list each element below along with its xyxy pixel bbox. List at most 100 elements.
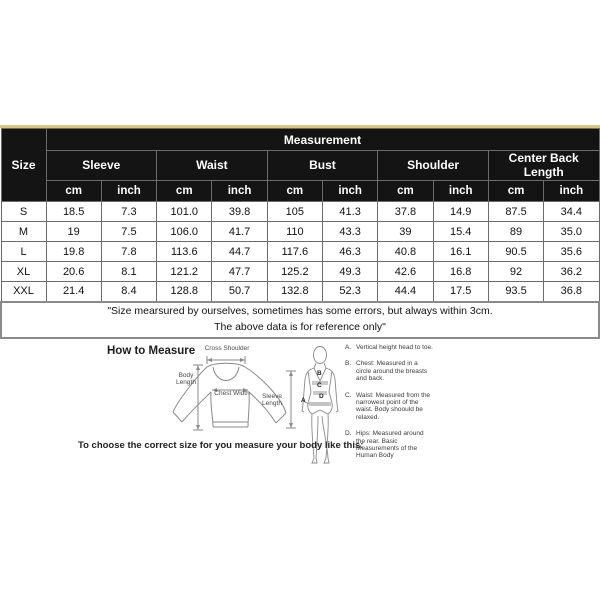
unit-header-inch: inch <box>100 180 158 202</box>
unit-header-inch: inch <box>321 180 379 202</box>
guide-text: Waist: Measured from the narrowest point… <box>356 391 431 421</box>
value-cell: 87.5 <box>487 201 545 222</box>
value-cell: 35.6 <box>543 241 600 262</box>
size-cell: M <box>0 221 47 242</box>
size-table-container: Size Measurement Sleeve Waist Bust Shoul… <box>0 125 600 339</box>
value-cell: 125.2 <box>266 261 323 282</box>
guide-item-c: C. Waist: Measured from the narrowest po… <box>345 392 433 422</box>
guide-item-d: D. Hips: Measured around the rear. Basic… <box>345 430 433 460</box>
value-cell: 7.5 <box>100 221 158 242</box>
group-header-bust: Bust <box>266 150 379 181</box>
measure-guide-list: A. Vertical height head to toe. B. Chest… <box>345 344 433 469</box>
cross-shoulder-label: Cross Shoulder <box>204 345 250 352</box>
value-cell: 19 <box>45 221 102 242</box>
group-header-sleeve: Sleeve <box>45 150 158 181</box>
value-cell: 39 <box>377 221 434 242</box>
value-cell: 44.7 <box>211 241 268 262</box>
value-cell: 8.1 <box>100 261 158 282</box>
value-cell: 89 <box>487 221 545 242</box>
value-cell: 50.7 <box>211 281 268 302</box>
unit-header-cm: cm <box>156 180 213 202</box>
marker-a: A <box>301 397 306 404</box>
value-cell: 19.8 <box>45 241 102 262</box>
value-cell: 20.6 <box>45 261 102 282</box>
value-cell: 93.5 <box>487 281 545 302</box>
how-to-measure-title: How to Measure <box>107 345 196 357</box>
value-cell: 49.3 <box>321 261 379 282</box>
unit-header-cm: cm <box>45 180 102 202</box>
disclaimer-line-2: The above data is for reference only" <box>214 320 386 333</box>
marker-d: D <box>319 393 324 400</box>
size-cell: XL <box>0 261 47 282</box>
value-cell: 43.3 <box>321 221 379 242</box>
value-cell: 17.5 <box>432 281 489 302</box>
guide-letter: B. <box>345 360 352 368</box>
disclaimer-cell: "Size mearsured by ourselves, sometimes … <box>0 300 600 339</box>
value-cell: 36.8 <box>543 281 600 302</box>
table-row-xl: XL 20.6 8.1 121.2 47.7 125.2 49.3 42.6 1… <box>0 261 600 282</box>
guide-text: Vertical height head to toe. <box>356 344 433 351</box>
disclaimer-line-1: "Size mearsured by ourselves, sometimes … <box>107 304 493 317</box>
value-cell: 47.7 <box>211 261 268 282</box>
value-cell: 113.6 <box>156 241 213 262</box>
size-cell: L <box>0 241 47 262</box>
unit-header-cm: cm <box>266 180 323 202</box>
unit-header-cm: cm <box>487 180 545 202</box>
value-cell: 117.6 <box>266 241 323 262</box>
value-cell: 16.8 <box>432 261 489 282</box>
value-cell: 44.4 <box>377 281 434 302</box>
value-cell: 101.0 <box>156 201 213 222</box>
group-header-waist: Waist <box>156 150 268 181</box>
guide-item-a: A. Vertical height head to toe. <box>345 344 433 351</box>
table-row-l: L 19.8 7.8 113.6 44.7 117.6 46.3 40.8 16… <box>0 241 600 262</box>
guide-text: Chest: Measured in a circle around the b… <box>356 360 428 383</box>
value-cell: 110 <box>266 221 323 242</box>
guide-text: Hips: Measured around the rear. Basic Me… <box>356 430 424 460</box>
marker-c: C <box>317 382 322 389</box>
value-cell: 7.3 <box>100 201 158 222</box>
sleeve-length-label: Sleeve Length <box>262 393 282 408</box>
value-cell: 18.5 <box>45 201 102 222</box>
value-cell: 34.4 <box>543 201 600 222</box>
value-cell: 35.0 <box>543 221 600 242</box>
value-cell: 14.9 <box>432 201 489 222</box>
value-cell: 132.8 <box>266 281 323 302</box>
table-row-s: S 18.5 7.3 101.0 39.8 105 41.3 37.8 14.9… <box>0 201 600 222</box>
group-header-shoulder: Shoulder <box>377 150 489 181</box>
value-cell: 42.6 <box>377 261 434 282</box>
garment-diagram <box>172 356 296 431</box>
value-cell: 41.3 <box>321 201 379 222</box>
value-cell: 40.8 <box>377 241 434 262</box>
body-length-label: Body Length <box>176 372 196 387</box>
value-cell: 36.2 <box>543 261 600 282</box>
chest-width-label: Chest Width <box>214 390 250 397</box>
body-figure-diagram <box>301 346 339 464</box>
value-cell: 106.0 <box>156 221 213 242</box>
value-cell: 39.8 <box>211 201 268 222</box>
size-cell: S <box>0 201 47 222</box>
guide-letter: A. <box>345 344 352 351</box>
unit-header-inch: inch <box>543 180 600 202</box>
guide-letter: D. <box>345 430 352 438</box>
unit-header-inch: inch <box>432 180 489 202</box>
value-cell: 37.8 <box>377 201 434 222</box>
value-cell: 52.3 <box>321 281 379 302</box>
value-cell: 16.1 <box>432 241 489 262</box>
value-cell: 105 <box>266 201 323 222</box>
table-row-m: M 19 7.5 106.0 41.7 110 43.3 39 15.4 89 … <box>0 221 600 242</box>
guide-item-b: B. Chest: Measured in a circle around th… <box>345 360 433 382</box>
instruction-text: To choose the correct size for you measu… <box>78 440 364 451</box>
value-cell: 90.5 <box>487 241 545 262</box>
value-cell: 41.7 <box>211 221 268 242</box>
measurement-header: Measurement <box>45 128 600 151</box>
unit-header-inch: inch <box>211 180 268 202</box>
value-cell: 128.8 <box>156 281 213 302</box>
size-table: Size Measurement Sleeve Waist Bust Shoul… <box>0 128 600 339</box>
value-cell: 21.4 <box>45 281 102 302</box>
unit-header-cm: cm <box>377 180 434 202</box>
value-cell: 121.2 <box>156 261 213 282</box>
group-header-center-back-length: Center Back Length <box>487 150 600 181</box>
value-cell: 8.4 <box>100 281 158 302</box>
size-column-header: Size <box>0 128 47 202</box>
